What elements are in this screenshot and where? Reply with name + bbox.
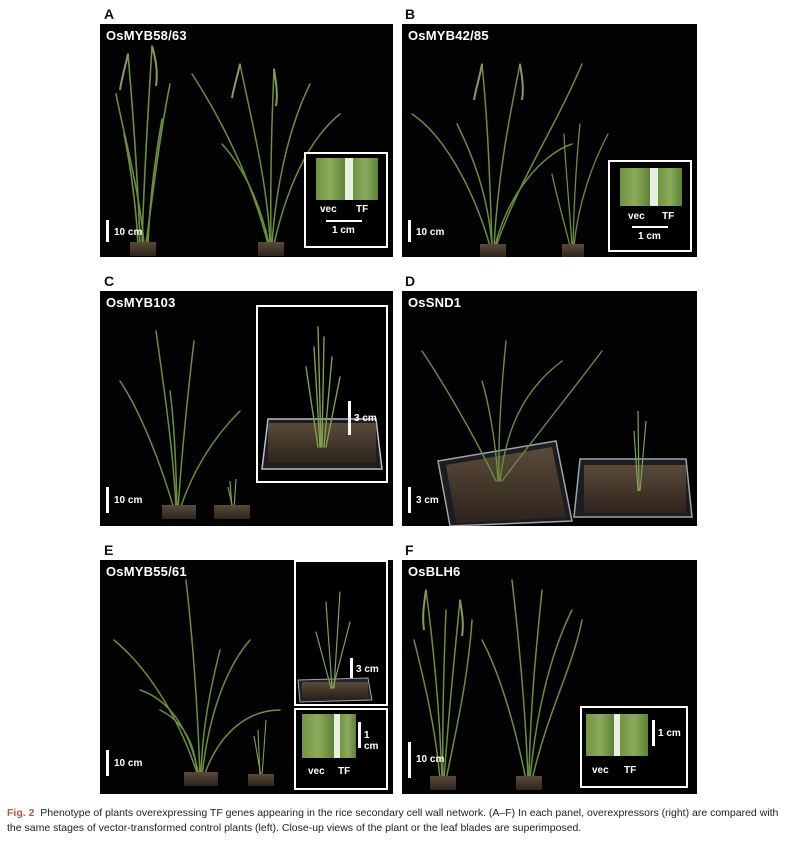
vec-label-a: vec xyxy=(320,204,337,215)
plant-photo-d xyxy=(421,340,693,526)
panel-letter-c: C xyxy=(104,273,115,289)
panel-c: OsMYB103 10 cm 3 cm xyxy=(100,291,393,526)
plant-inset-e: 3 cm xyxy=(294,560,388,706)
vec-label-e: vec xyxy=(308,766,325,777)
scale-label-d: 3 cm xyxy=(416,495,439,506)
scale-label-b: 10 cm xyxy=(416,227,445,238)
tf-label-a: TF xyxy=(356,204,369,215)
inset-scale-label-e-plant: 3 cm xyxy=(356,664,379,675)
inset-scale-label-e-leaf: 1 cm xyxy=(364,730,379,752)
panel-letter-d: D xyxy=(405,273,416,289)
inset-scale-bar-e-leaf xyxy=(358,722,361,748)
gene-label-f: OsBLH6 xyxy=(408,564,461,579)
panel-a: OsMYB58/63 10 cm vec TF 1 cm xyxy=(100,24,393,257)
figure-number: Fig. 2 xyxy=(7,807,35,819)
inset-scale-label-c: 3 cm xyxy=(354,413,377,424)
leaf-blade-image-e xyxy=(302,714,356,758)
leaf-blade-image-a xyxy=(316,158,378,200)
inset-scale-label-a: 1 cm xyxy=(332,225,355,236)
gene-label-b: OsMYB42/85 xyxy=(408,28,489,43)
tf-label-b: TF xyxy=(662,211,675,222)
figure-caption: Fig. 2 Phenotype of plants overexpressin… xyxy=(7,806,793,836)
vec-label-b: vec xyxy=(628,211,645,222)
panel-d: OsSND1 3 cm xyxy=(402,291,697,526)
plant-closeup-image-c xyxy=(261,326,383,470)
inset-scale-bar-e-plant xyxy=(350,658,353,678)
scale-label-a: 10 cm xyxy=(114,227,143,238)
inset-scale-bar-c xyxy=(348,401,351,435)
panel-letter-f: F xyxy=(405,542,414,558)
scale-label-c: 10 cm xyxy=(114,495,143,506)
panel-letter-b: B xyxy=(405,6,416,22)
leaf-inset-b: vec TF 1 cm xyxy=(608,160,692,252)
panel-letter-a: A xyxy=(104,6,115,22)
leaf-blade-image-f xyxy=(586,714,648,756)
inset-scale-label-b: 1 cm xyxy=(638,231,661,242)
plant-photo-b xyxy=(411,63,609,257)
vec-label-f: vec xyxy=(592,765,609,776)
panel-b: OsMYB42/85 10 cm vec TF 1 cm xyxy=(402,24,697,257)
plant-photo-e xyxy=(113,579,281,786)
gene-label-c: OsMYB103 xyxy=(106,295,176,310)
gene-label-a: OsMYB58/63 xyxy=(106,28,187,43)
panel-e: OsMYB55/61 10 cm 3 cm 1 cm vec TF xyxy=(100,560,393,794)
leaf-inset-a: vec TF 1 cm xyxy=(304,152,388,248)
inset-scale-label-f: 1 cm xyxy=(658,728,681,739)
panel-letter-e: E xyxy=(104,542,114,558)
plant-photo-c xyxy=(119,330,250,519)
tf-label-f: TF xyxy=(624,765,637,776)
scale-label-e: 10 cm xyxy=(114,758,143,769)
plant-photo-f xyxy=(413,579,583,790)
gene-label-e: OsMYB55/61 xyxy=(106,564,187,579)
plant-closeup-image-e xyxy=(297,591,373,703)
leaf-blade-image-b xyxy=(620,168,682,206)
plant-photo-a xyxy=(115,45,341,256)
gene-label-d: OsSND1 xyxy=(408,295,462,310)
inset-scale-bar-b xyxy=(632,226,668,228)
leaf-inset-e: 1 cm vec TF xyxy=(294,708,388,790)
inset-scale-bar-f xyxy=(652,720,655,746)
tf-label-e: TF xyxy=(338,766,351,777)
scale-label-f: 10 cm xyxy=(416,754,445,765)
inset-scale-bar-a xyxy=(326,220,362,222)
panel-f: OsBLH6 10 cm 1 cm vec TF xyxy=(402,560,697,794)
leaf-inset-f: 1 cm vec TF xyxy=(580,706,688,788)
caption-text: Phenotype of plants overexpressing TF ge… xyxy=(7,807,779,834)
plant-inset-c: 3 cm xyxy=(256,305,388,483)
